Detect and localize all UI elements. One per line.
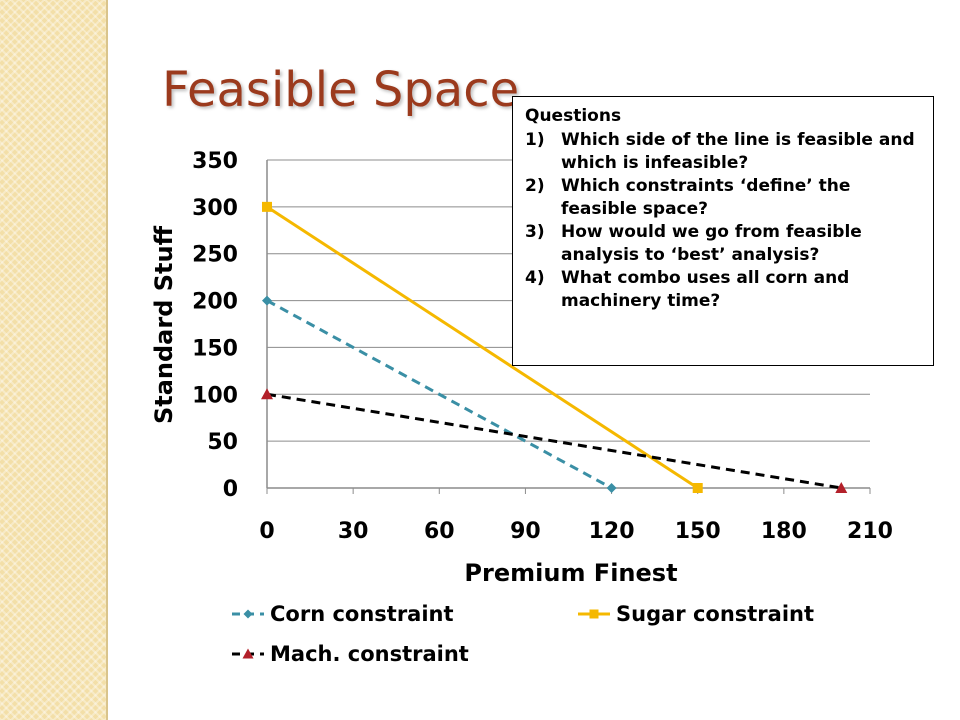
question-item: 1) Which side of the line is feasible an…: [525, 129, 925, 175]
y-tick-label: 250: [192, 243, 238, 268]
x-tick-label: 90: [510, 519, 541, 544]
legend-label: Sugar constraint: [616, 602, 814, 626]
diamond-marker: [243, 609, 253, 619]
y-tick-label: 100: [192, 383, 238, 408]
x-tick-label: 150: [675, 519, 721, 544]
question-text: How would we go from feasible analysis t…: [561, 222, 862, 265]
y-tick-label: 50: [207, 430, 238, 455]
legend-label: Mach. constraint: [270, 642, 469, 666]
question-text: Which constraints ‘define’ the feasible …: [561, 176, 851, 219]
y-tick-label: 150: [192, 336, 238, 361]
x-tick-label: 0: [259, 519, 274, 544]
square-marker: [262, 201, 272, 212]
legend-item: Mach. constraint: [232, 642, 469, 666]
y-axis-title: Standard Stuff: [150, 225, 178, 424]
legend-label: Corn constraint: [270, 602, 454, 626]
decorative-sidebar: [0, 0, 106, 720]
y-tick-label: 0: [223, 477, 238, 502]
x-tick-label: 210: [847, 519, 893, 544]
square-marker: [692, 483, 703, 493]
question-number: 3): [525, 222, 545, 242]
x-axis-title: Premium Finest: [464, 559, 677, 587]
square-marker: [589, 609, 599, 619]
legend-item: Corn constraint: [232, 602, 454, 626]
question-number: 1): [525, 130, 545, 150]
question-number: 2): [525, 176, 545, 196]
question-text: Which side of the line is feasible and w…: [561, 130, 915, 173]
x-tick-label: 30: [338, 519, 369, 544]
legend-item: Sugar constraint: [578, 602, 814, 626]
sugar-constraint-line: [266, 205, 699, 490]
triangle-marker: [261, 388, 273, 400]
x-tick-label: 120: [589, 519, 635, 544]
y-tick-label: 300: [192, 196, 238, 221]
triangle-marker: [835, 482, 848, 493]
triangle-marker: [242, 648, 254, 659]
question-item: 2) Which constraints ‘define’ the feasib…: [525, 175, 925, 221]
slide-title: Feasible Space: [162, 62, 520, 118]
question-number: 4): [525, 268, 545, 288]
x-tick-label: 180: [761, 519, 807, 544]
question-item: 3) How would we go from feasible analysi…: [525, 221, 925, 267]
questions-box: Questions 1) Which side of the line is f…: [512, 96, 934, 366]
x-tick-label: 60: [424, 519, 455, 544]
sidebar-divider: [106, 0, 108, 720]
series-lines: [261, 201, 848, 493]
y-tick-label: 350: [192, 149, 238, 174]
question-text: What combo uses all corn and machinery t…: [561, 268, 850, 311]
y-tick-label: 200: [192, 290, 238, 315]
diamond-marker: [606, 483, 617, 493]
question-item: 4) What combo uses all corn and machiner…: [525, 267, 925, 313]
corn-constraint-line: [266, 299, 613, 490]
tick-labels: 0 50 100 150 200 250 300 350 0 30 60 90 120 150 180 210: [192, 149, 893, 544]
mach-constraint-line: [266, 392, 842, 490]
diamond-marker: [262, 295, 272, 306]
questions-heading: Questions: [525, 106, 622, 126]
legend: Corn constraint Sugar constraint Mach. con…: [232, 602, 814, 666]
